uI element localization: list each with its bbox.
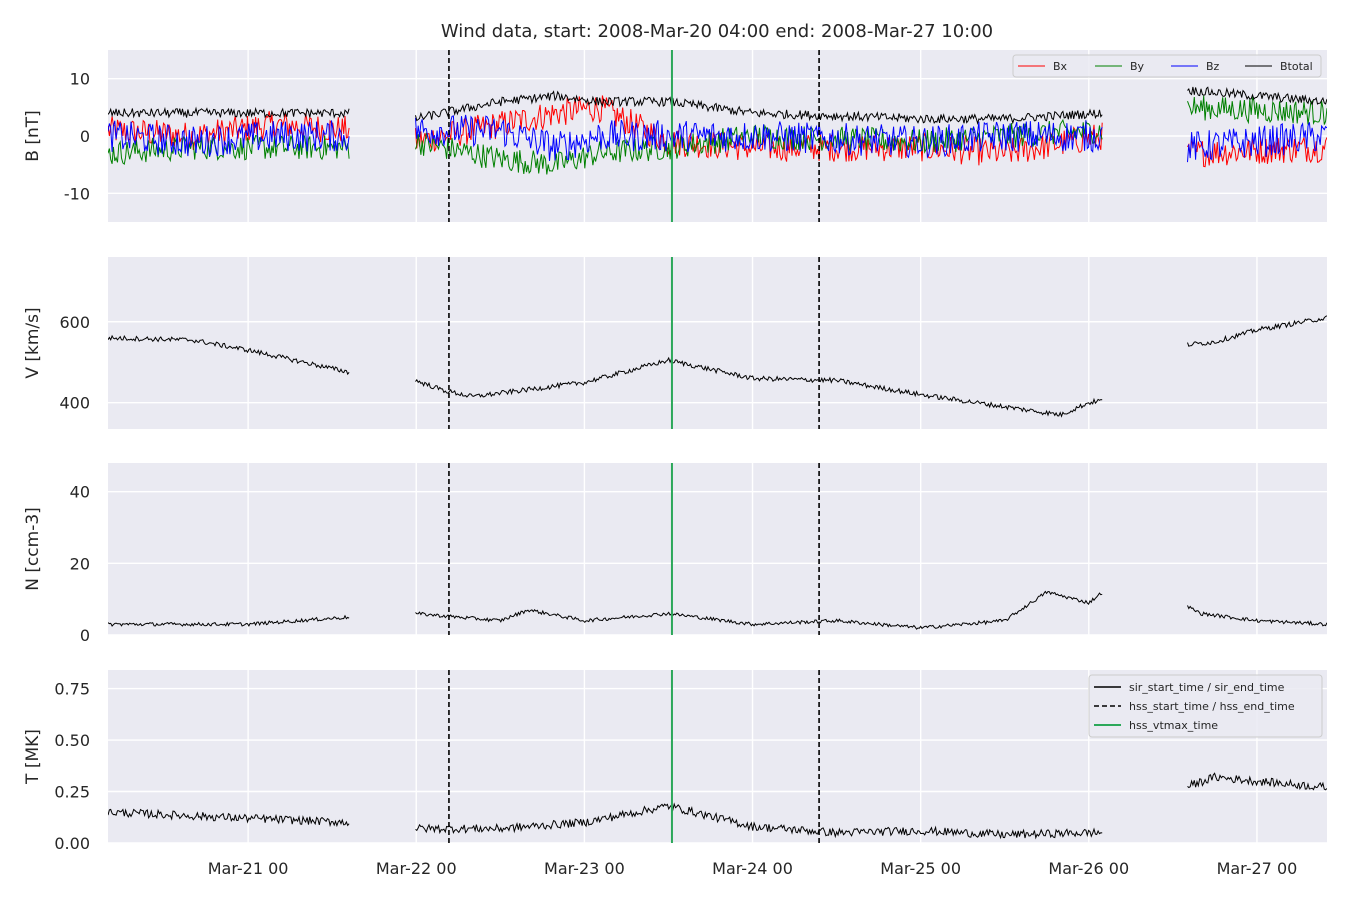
legend-item-sir: sir_start_time / sir_end_time [1094,681,1285,694]
panel-n-grid [108,463,1327,636]
legend-label-btotal: Btotal [1280,60,1313,73]
legend-label-hss: hss_start_time / hss_end_time [1129,700,1295,713]
legend-label-sir: sir_start_time / sir_end_time [1129,681,1285,694]
panel-t-ylabel: T [MK] [23,729,43,785]
v-ytick-label-0: 400 [59,394,90,413]
n-ytick-label-1: 20 [70,554,90,573]
x-tick-label-6: Mar-27 00 [1217,859,1298,878]
panel-n-ylabel: N [ccm-3] [23,507,43,591]
panel-n-event-lines [448,463,820,635]
panel-n-background [108,463,1327,635]
panel-n-series [108,590,1327,630]
legend-label-by: By [1130,60,1145,73]
panel-v-y-ticks: 400 600 [59,313,90,413]
x-tick-label-0: Mar-21 00 [208,859,289,878]
x-tick-label-2: Mar-23 00 [544,859,625,878]
legend-label-bz: Bz [1206,60,1220,73]
panel-v-event-lines [448,257,820,429]
panel-t-event-lines [448,670,820,843]
legend-label-bx: Bx [1053,60,1068,73]
panel-v-grid [108,257,1327,429]
n-ytick-label-2: 40 [70,483,90,502]
series-btotal [108,86,1327,125]
panel-n-y-ticks: 0 20 40 [70,483,90,645]
legend-item-by: By [1095,60,1145,73]
t-ytick-label-0: 0.00 [54,834,90,853]
panel-v-ylabel: V [km/s] [23,307,43,378]
panel-b-event-lines [448,50,820,222]
legend-events-frame [1088,674,1323,738]
panel-b-y-ticks: -10 0 10 [64,70,90,204]
legend-item-bx: Bx [1018,60,1068,73]
panel-v-background [108,257,1327,429]
x-tick-label-5: Mar-26 00 [1048,859,1129,878]
panel-v: 400 600 V [km/s] [23,257,1327,429]
chart-title: Wind data, start: 2008-Mar-20 04:00 end:… [441,21,993,42]
legend-b: Bx By Bz Btotal [1012,54,1322,78]
legend-b-frame [1012,54,1322,78]
series-n [108,590,1327,630]
panel-b: -10 0 10 B [nT] [23,50,1327,222]
series-v [108,315,1327,418]
t-ytick-label-2: 0.50 [54,731,90,750]
legend-events: sir_start_time / sir_end_time hss_start_… [1088,674,1323,738]
panel-b-ylabel: B [nT] [23,110,43,162]
b-ytick-label-1: 0 [80,127,90,146]
panel-n: 0 20 40 N [ccm-3] [23,463,1327,645]
panel-t-series [108,772,1327,840]
legend-item-vtmax: hss_vtmax_time [1094,719,1218,732]
legend-item-hss: hss_start_time / hss_end_time [1094,700,1295,713]
n-ytick-label-0: 0 [80,626,90,645]
x-tick-label-3: Mar-24 00 [712,859,793,878]
panel-b-series [108,86,1327,175]
legend-label-vtmax: hss_vtmax_time [1129,719,1218,732]
t-ytick-label-1: 0.25 [54,783,90,802]
panel-b-grid [108,50,1327,222]
series-t [108,772,1327,840]
series-bz [108,114,1327,163]
x-tick-label-4: Mar-25 00 [880,859,961,878]
panel-v-series [108,315,1327,418]
b-ytick-label-0: -10 [64,184,90,203]
panel-t-y-ticks: 0.00 0.25 0.50 0.75 [54,680,90,853]
b-ytick-label-2: 10 [70,70,90,89]
t-ytick-label-3: 0.75 [54,680,90,699]
legend-item-bz: Bz [1171,60,1220,73]
x-axis-ticks: Mar-21 00 Mar-22 00 Mar-23 00 Mar-24 00 Mar-… [208,859,1298,878]
v-ytick-label-1: 600 [59,313,90,332]
legend-item-btotal: Btotal [1245,60,1313,73]
x-tick-label-1: Mar-22 00 [376,859,457,878]
